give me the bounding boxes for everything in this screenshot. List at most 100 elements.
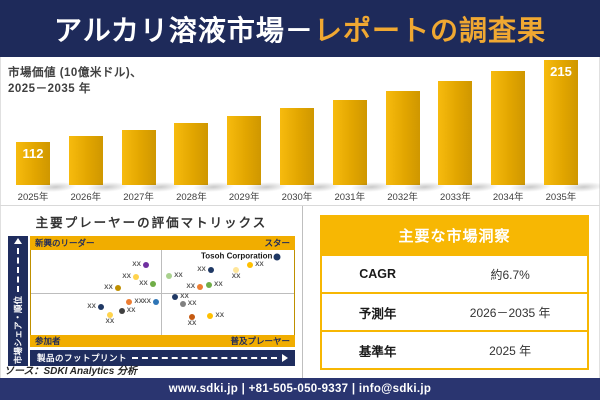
company-dot: XX <box>207 313 224 320</box>
insights-table: 主要な市場洞察 CAGR 約6.7% 予測年 2026－2035 年 基準年 2… <box>320 215 589 370</box>
company-label: XX <box>87 302 96 310</box>
lower-section: 主要プレーヤーの評価マトリックス 市場シェア・順位 新興のリーダー スター <box>0 206 600 378</box>
bar-2026年 <box>68 136 103 185</box>
company-label: XX <box>197 265 206 273</box>
bar-2025年: 112 <box>16 142 50 185</box>
company-dot: XX <box>172 294 189 301</box>
table-row-base-year: 基準年 2025 年 <box>322 330 587 368</box>
bar-x-label: 2027年 <box>123 192 154 203</box>
y-axis-arrow-icon <box>14 237 22 244</box>
bar-value-label <box>491 71 525 75</box>
company-dot: XX <box>118 307 135 315</box>
row-label-cagr: CAGR <box>359 267 397 281</box>
company-dot: XX <box>122 273 139 280</box>
table-row-forecast-years: 予測年 2026－2035 年 <box>322 292 587 330</box>
company-label: XX <box>255 260 264 268</box>
company-label: XX <box>126 306 136 314</box>
evaluation-matrix: 市場シェア・順位 新興のリーダー スター XX XX XX XX XX XX XX XX Tos… <box>8 236 295 366</box>
company-label: XX <box>139 279 148 287</box>
bar-column: 2033年 <box>438 81 473 203</box>
bar-value-label: 112 <box>22 146 44 161</box>
bar-column: 2034年 <box>491 71 526 203</box>
company-dot: XX <box>132 261 149 268</box>
company-dot: XX <box>87 303 104 310</box>
table-row-cagr: CAGR 約6.7% <box>322 254 587 292</box>
bar-column: 2030年 <box>279 108 314 203</box>
bar-value-label <box>438 81 472 85</box>
matrix-x-axis-band: 製品のフットプリント <box>30 350 295 366</box>
bar-value-label <box>69 136 103 140</box>
company-label: XX <box>104 283 113 291</box>
company-label: XX <box>231 273 241 281</box>
company-label: XX <box>174 271 183 279</box>
quadrant-label-emerging-leaders: 新興のリーダー <box>35 238 95 248</box>
chart-subtitle: 市場価値 (10億米ドル)、 2025－2035 年 <box>8 65 142 97</box>
row-label-forecast-years: 予測年 <box>358 306 397 321</box>
bar-column: 112 2025年 <box>16 142 50 203</box>
bar-x-label: 2025年 <box>17 192 49 203</box>
company-label: XX <box>186 282 196 290</box>
quadrant-label-participants: 参加者 <box>35 336 61 346</box>
bar-column: 215 2035年 <box>543 60 578 203</box>
matrix-plot: XX XX XX XX XX XX XX XX Tosoh Corporation XX XX XX X… <box>30 250 295 335</box>
bar-column: 2027年 <box>121 130 156 203</box>
bar-2031年 <box>332 100 367 185</box>
company-label: XX <box>187 320 197 328</box>
quadrant-label-star: スター <box>264 238 290 248</box>
company-dot: XX <box>106 311 114 324</box>
chart-subtitle-line1: 市場価値 (10億米ドル)、 <box>8 67 143 79</box>
company-dot-tosoh-corporation: Tosoh Corporation <box>201 252 281 261</box>
company-label: XX <box>142 297 151 305</box>
bar-column: 2029年 <box>227 116 262 203</box>
bar-2030年 <box>279 108 314 185</box>
bar-value-label <box>333 100 367 104</box>
company-dot: XX <box>188 314 196 327</box>
company-label: XX <box>180 293 189 301</box>
bar-column: 2031年 <box>332 100 367 203</box>
x-axis-arrow-icon <box>282 354 288 362</box>
x-axis-dashed-line <box>132 357 277 359</box>
bar-x-label: 2033年 <box>440 192 471 203</box>
bar-columns: 112 2025年 2026年 2027年 2028年 2029年 2030年 2031年 20… <box>16 58 578 203</box>
bar-2027年 <box>121 130 156 185</box>
company-label-tosoh-corporation: Tosoh Corporation <box>200 251 273 261</box>
company-dot: XX <box>186 283 204 290</box>
source-note: ソース：SDKI Analytics 分析 <box>4 366 138 377</box>
company-dot: XX <box>139 280 156 288</box>
bar-value-label <box>122 130 156 134</box>
bar-x-label: 2035年 <box>545 192 577 203</box>
matrix-title: 主要プレーヤーの評価マトリックス <box>35 216 268 230</box>
bar-2029年 <box>227 116 262 185</box>
row-value-base-year: 2025 年 <box>489 343 532 358</box>
bar-x-label: 2031年 <box>334 192 366 203</box>
company-dot: XX <box>142 298 159 305</box>
bar-x-label: 2032年 <box>387 192 418 203</box>
bar-value-label <box>174 123 208 127</box>
matrix-y-axis-label: 市場シェア・順位 <box>13 295 23 365</box>
company-label: XX <box>215 312 225 320</box>
row-label-base-year: 基準年 <box>358 344 397 359</box>
footer-contact-text: www.sdki.jp | +81-505-050-9337 | info@sd… <box>168 383 432 395</box>
bar-2028年 <box>174 123 209 185</box>
row-value-forecast-years: 2026－2035 年 <box>469 305 551 320</box>
header-banner: アルカリ溶液市場－ レポートの調査果 <box>0 0 600 57</box>
company-label: XX <box>187 299 197 307</box>
matrix-main: 新興のリーダー スター XX XX XX XX XX XX XX XX Tosoh Corpor… <box>30 236 295 366</box>
bar-2032年 <box>385 91 420 185</box>
bar-chart-section: 市場価値 (10億米ドル)、 2025－2035 年 112 2025年 2026年… <box>0 57 600 206</box>
bar-value-label: 215 <box>550 64 572 79</box>
y-axis-dashed-line <box>17 247 19 292</box>
matrix-y-axis-label-group: 市場シェア・順位 <box>12 237 24 365</box>
company-dot: XX <box>104 284 121 291</box>
bar-value-label <box>280 108 314 112</box>
matrix-x-axis-label: 製品のフットプリント <box>37 353 128 363</box>
bar-x-label: 2030年 <box>281 192 313 203</box>
matrix-top-band: 新興のリーダー スター <box>30 236 295 250</box>
bar-x-label: 2029年 <box>228 192 260 203</box>
company-label: XX <box>132 260 141 268</box>
bar-2034年 <box>491 71 526 185</box>
chart-subtitle-line2: 2025－2035 年 <box>8 83 91 96</box>
company-dot: XX <box>232 267 240 280</box>
page-title-market: アルカリ溶液市場－ <box>54 14 314 46</box>
